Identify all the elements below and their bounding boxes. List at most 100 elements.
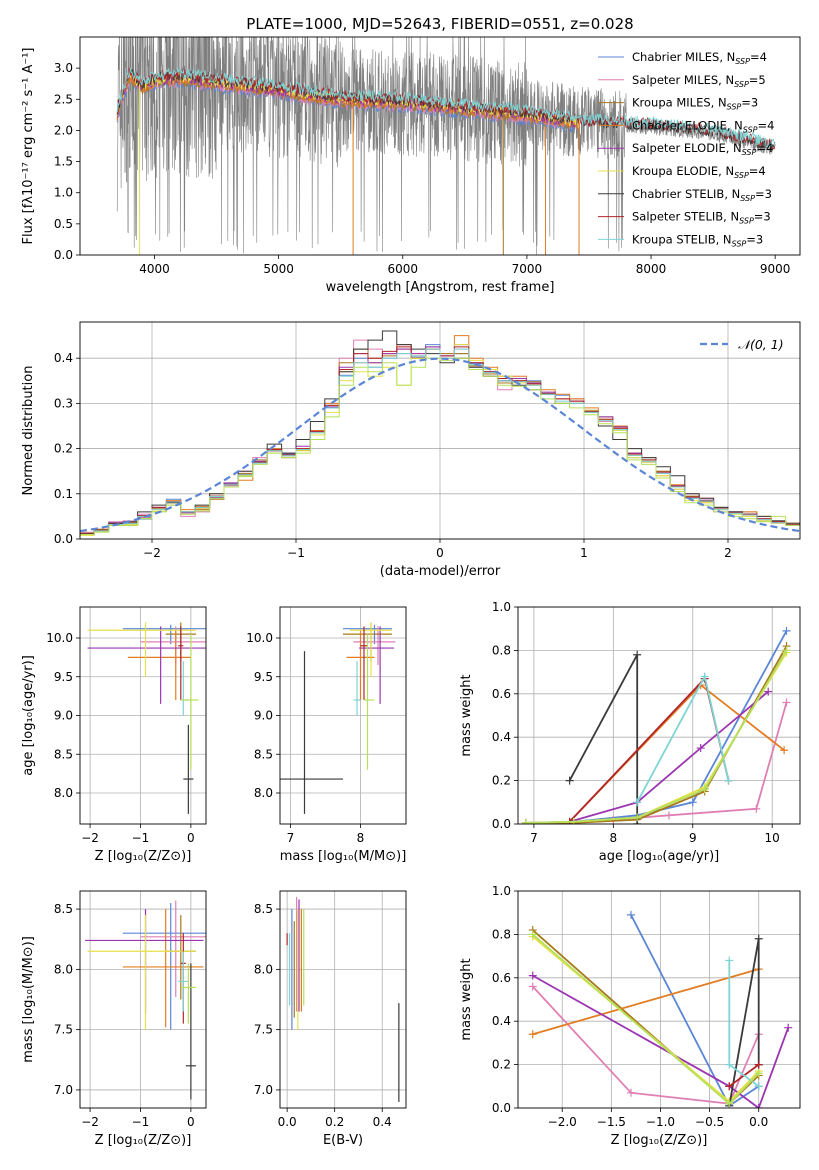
y-tick-label: 2.0 [54,123,73,137]
axes-frame [79,321,801,540]
x-tick-label: −1 [132,831,150,845]
x-tick-label: 0 [436,546,444,560]
x-tick-label: −0.5 [695,1115,724,1129]
y-tick-label: 0.0 [492,1101,511,1115]
x-tick-label: 9000 [760,262,791,276]
y-axis-label: mass [log₁₀(M/M⊙)] [21,936,36,1063]
axes-frame [279,890,407,1109]
x-tick-label: 9 [689,831,697,845]
y-axis-label: Flux [fλ10⁻¹⁷ erg cm⁻² s⁻¹ A⁻¹] [21,48,36,245]
x-tick-label: 8 [610,831,618,845]
plot-area-mass-vs-EBV [280,891,406,1108]
x-tick-label: 0.2 [325,1115,344,1129]
plot-area-mass-vs-Z [80,891,206,1108]
weight-marker [725,956,734,965]
x-tick-label: 7 [530,831,538,845]
y-tick-label: 9.0 [254,709,273,723]
x-tick-label: 0 [187,831,195,845]
y-tick-label: 7.0 [54,1083,73,1097]
y-tick-label: 3.0 [54,61,73,75]
legend-label: Kroupa STELIB, NSSP=3 [632,232,763,248]
y-tick-label: 10.0 [246,631,273,645]
x-axis-label: Z [log₁₀(Z/Z⊙)] [95,849,192,864]
weight-marker [528,971,537,980]
y-tick-label: 0.4 [492,730,511,744]
weight-marker [626,1088,635,1097]
weight-marker [725,1082,734,1091]
y-tick-label: 0.2 [54,442,73,456]
plot-area-massweight-vs-Z [518,891,800,1108]
x-axis-label: Z [log₁₀(Z/Z⊙)] [611,1133,708,1148]
x-axis-label: Z [log₁₀(Z/Z⊙)] [95,1133,192,1148]
x-tick-label: 0.0 [278,1115,297,1129]
x-tick-label: 0.0 [749,1115,768,1129]
y-tick-label: 7.0 [254,1083,273,1097]
weight-marker [696,744,705,753]
x-axis-label: wavelength [Angstrom, rest frame] [326,280,555,295]
y-tick-label: 0.4 [54,351,73,365]
weight-line [630,914,760,1108]
axes-frame [517,606,801,825]
legend-label: Chabrier MILES, NSSP=4 [632,50,767,66]
weight-line [569,690,769,823]
y-tick-label: 0.0 [54,248,73,262]
x-tick-label: 4000 [139,262,170,276]
legend-label: Salpeter STELIB, NSSP=3 [632,210,771,226]
y-tick-label: 0.8 [492,927,511,941]
histogram-step [80,348,800,539]
y-axis-label: mass weight [459,958,474,1040]
x-tick-label: 5000 [263,262,294,276]
y-tick-label: 0.0 [54,532,73,546]
y-tick-label: 1.0 [492,884,511,898]
panel-mass-vs-EBV: 0.0 0.2 0.4 7.0 7.5 8.0 8.5 E(B-V) [254,890,407,1148]
x-axis-label: (data-model)/error [380,564,501,579]
y-tick-label: 7.5 [54,1023,73,1037]
figure-title: PLATE=1000, MJD=52643, FIBERID=0551, z=0… [246,15,633,33]
panel-massweight-vs-Z: −2.0 −1.5 −1.0 −0.5 0.0 0.0 0.2 0.4 0.6 0.8 1.0 Z [… [459,884,801,1148]
weight-line [525,649,788,824]
weight-line [525,630,788,824]
x-tick-label: −1 [132,1115,150,1129]
x-tick-label: −2 [143,546,161,560]
weight-marker [752,804,761,813]
axes-frame [279,606,407,825]
x-tick-label: 10 [765,831,780,845]
weight-marker [780,746,789,755]
plot-area-age-vs-Z [80,607,206,824]
weight-line [532,968,759,1036]
weight-marker [565,776,574,785]
weight-marker [633,650,642,659]
panel-age-vs-Z: −2 −1 0 8.0 8.5 9.0 9.5 10.0 Z [log₁₀(Z/Z⊙)] age … [21,606,207,864]
weight-marker [782,626,791,635]
x-tick-label: 2 [724,546,732,560]
y-tick-label: 8.0 [54,786,73,800]
weight-marker [569,817,578,824]
y-tick-label: 10.0 [46,631,73,645]
plot-area-residuals [80,322,800,539]
y-tick-label: 0.4 [492,1014,511,1028]
x-tick-label: −2.0 [548,1115,577,1129]
x-tick-label: −2 [81,1115,99,1129]
x-tick-label: 0 [187,1115,195,1129]
legend-label: Salpeter ELODIE, NSSP=4 [632,141,773,157]
y-tick-label: 8.0 [54,962,73,976]
weight-line [532,935,760,1103]
weight-marker [633,813,642,822]
y-tick-label: 8.5 [54,902,73,916]
plot-area-spectrum [116,37,776,255]
x-axis-label: mass [log₁₀(M/M⊙)] [280,849,407,864]
panel-age-vs-mass: 7 8 8.0 8.5 9.0 9.5 10.0 mass [log₁₀(M/M⊙)] [246,606,407,864]
weight-marker [664,811,673,820]
weight-marker [528,982,537,991]
plot-area-massweight-vs-age [518,607,800,824]
axes-frame [79,890,207,1109]
legend-label: 𝒩(0, 1) [738,337,784,352]
y-tick-label: 8.5 [54,747,73,761]
weight-marker [700,785,709,794]
y-tick-label: 8.5 [254,902,273,916]
weight-marker [784,1023,793,1032]
y-tick-label: 9.0 [54,709,73,723]
y-tick-label: 8.0 [254,786,273,800]
x-axis-label: age [log₁₀(age/yr)] [599,849,720,864]
